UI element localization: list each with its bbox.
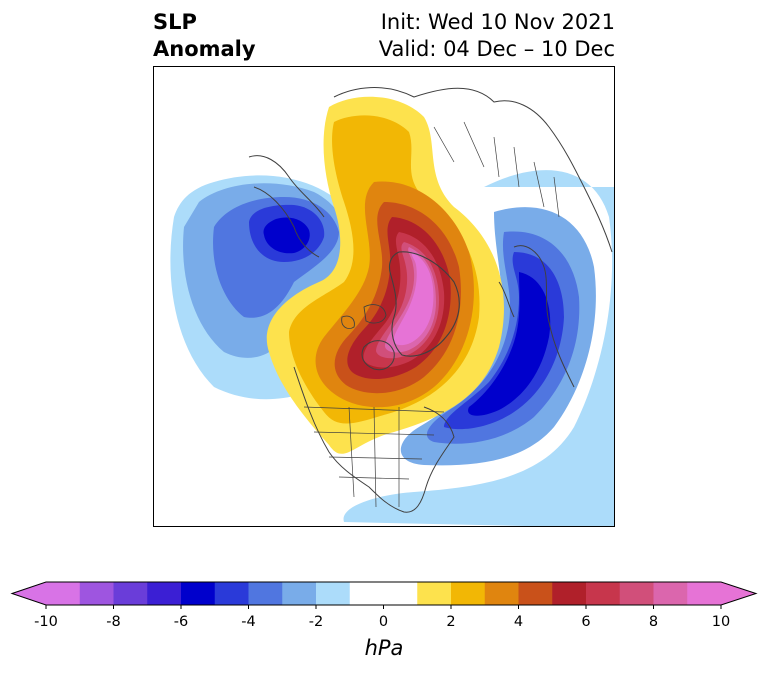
- colorbar-tick-label: 4: [513, 614, 524, 630]
- colorbar-extend-max: [721, 582, 756, 605]
- forecast-info: Init: Wed 10 Nov 2021 Valid: 04 Dec – 10…: [379, 9, 615, 63]
- colorbar-extend-min: [12, 582, 46, 605]
- colorbar-tick-label: 6: [581, 614, 591, 630]
- colorbar: [10, 581, 758, 609]
- colorbar-segment: [46, 582, 81, 605]
- negative-anomaly-atlantic: [343, 170, 614, 526]
- title-line-2: Anomaly: [153, 37, 256, 61]
- colorbar-tick-label: 8: [648, 614, 659, 630]
- colorbar-tick-label: -6: [173, 614, 189, 630]
- eurasia-coast-outline: [333, 87, 613, 253]
- alaska-outline: [248, 155, 325, 258]
- colorbar-tick-label: -2: [308, 614, 324, 630]
- greenland-outline: [388, 251, 460, 357]
- colorbar-tick-label: -8: [106, 614, 121, 630]
- colorbar-segment: [619, 582, 654, 605]
- colorbar-segment: [417, 582, 452, 605]
- anomaly-map-svg: [170, 87, 614, 526]
- colorbar-segment: [586, 582, 621, 605]
- colorbar-segment: [316, 582, 351, 605]
- colorbar-segment: [451, 582, 486, 605]
- colorbar-segment: [653, 582, 688, 605]
- colorbar-segment: [282, 582, 317, 605]
- colorbar-segment: [248, 582, 283, 605]
- valid-range-text: Valid: 04 Dec – 10 Dec: [378, 37, 615, 61]
- us-state-lines: [303, 406, 445, 508]
- colorbar-tick-label: 10: [711, 614, 731, 630]
- eurasia-borders: [433, 121, 560, 218]
- title-line-1: SLP: [153, 10, 197, 34]
- arctic-islands-outline: [341, 304, 387, 329]
- colorbar-tick-label: -10: [34, 614, 58, 630]
- map-title: SLP Anomaly: [153, 9, 256, 63]
- colorbar-tick-label: -4: [241, 614, 256, 630]
- colorbar-tick-label: 0: [378, 614, 389, 630]
- colorbar-segment: [79, 582, 114, 605]
- colorbar-segment: [552, 582, 587, 605]
- negative-anomaly-pacific: [170, 175, 383, 400]
- anomaly-map: [153, 66, 615, 527]
- colorbar-segment: [518, 582, 553, 605]
- colorbar-segment: [214, 582, 249, 605]
- colorbar-segment: [484, 582, 519, 605]
- hudson-bay-outline: [361, 340, 395, 371]
- europe-outline: [498, 245, 575, 388]
- colorbar-segment: [113, 582, 148, 605]
- init-date-text: Init: Wed 10 Nov 2021: [380, 10, 615, 34]
- colorbar-segment: [181, 582, 216, 605]
- colorbar-unit-label: hPa: [364, 636, 404, 660]
- colorbar-segment: [687, 582, 722, 605]
- positive-anomaly-arctic: [266, 96, 504, 454]
- colorbar-segment: [147, 582, 182, 605]
- colorbar-segment: [349, 582, 418, 605]
- north-america-outline: [293, 366, 455, 513]
- colorbar-tick-label: 2: [446, 614, 456, 630]
